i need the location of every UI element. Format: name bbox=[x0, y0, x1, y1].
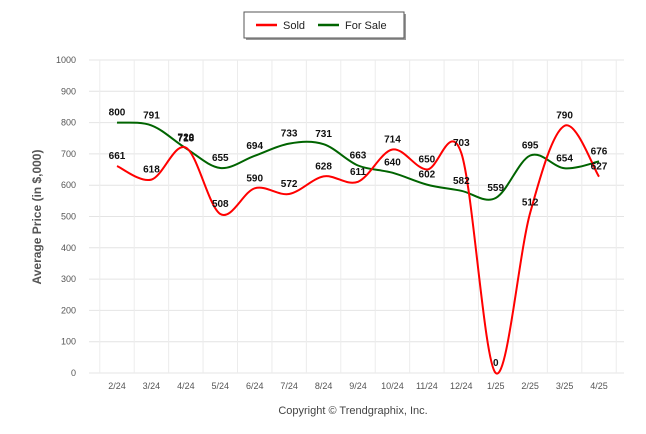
data-label-sold: 590 bbox=[246, 173, 263, 184]
x-tick-label: 11/24 bbox=[416, 381, 438, 391]
data-label-for-sale: 602 bbox=[419, 170, 436, 181]
y-tick-label: 0 bbox=[71, 368, 76, 378]
data-label-for-sale: 695 bbox=[522, 140, 539, 151]
data-label-for-sale: 800 bbox=[109, 108, 126, 119]
data-label-for-sale: 654 bbox=[556, 153, 573, 164]
series-line-for-sale bbox=[116, 121, 600, 201]
x-tick-label: 4/24 bbox=[177, 381, 195, 391]
data-label-sold: 611 bbox=[350, 167, 367, 178]
data-label-sold: 572 bbox=[281, 179, 298, 190]
y-tick-label: 400 bbox=[61, 243, 76, 253]
legend-sold-label: Sold bbox=[283, 20, 305, 32]
data-label-sold: 618 bbox=[143, 165, 160, 176]
data-label-for-sale: 676 bbox=[591, 146, 608, 157]
series-line-sold bbox=[116, 124, 600, 375]
data-labels: 661 618 720 508 590 572 628 611 714 650 703 0 512 790… bbox=[109, 108, 608, 369]
x-tick-label: 1/25 bbox=[487, 381, 505, 391]
data-label-for-sale: 731 bbox=[315, 129, 332, 140]
legend-for-sale-label: For Sale bbox=[345, 20, 387, 32]
x-tick-label: 12/24 bbox=[450, 381, 473, 391]
x-tick-label: 7/24 bbox=[280, 381, 298, 391]
data-label-for-sale: 640 bbox=[384, 158, 401, 169]
data-label-for-sale: 791 bbox=[143, 110, 160, 121]
copyright-footer: Copyright © Trendgraphix, Inc. bbox=[278, 405, 427, 417]
x-tick-label: 5/24 bbox=[212, 381, 230, 391]
data-label-sold: 650 bbox=[419, 155, 436, 166]
data-label-sold: 512 bbox=[522, 198, 539, 209]
y-tick-label: 900 bbox=[61, 86, 76, 96]
x-tick-label: 3/25 bbox=[556, 381, 574, 391]
grid-lines bbox=[89, 59, 624, 374]
y-axis-ticks: 0 100 200 300 400 500 600 700 800 900 1000 bbox=[56, 55, 76, 378]
data-label-sold: 628 bbox=[315, 161, 332, 172]
x-tick-label: 8/24 bbox=[315, 381, 333, 391]
y-axis-title: Average Price (in $,000) bbox=[30, 150, 44, 285]
y-tick-label: 800 bbox=[61, 118, 76, 128]
data-label-for-sale: 663 bbox=[350, 150, 367, 161]
data-label-sold: 627 bbox=[591, 162, 608, 173]
data-label-sold: 508 bbox=[212, 199, 229, 210]
x-tick-label: 2/25 bbox=[521, 381, 539, 391]
y-tick-label: 600 bbox=[61, 180, 76, 190]
data-label-sold: 661 bbox=[109, 151, 126, 162]
y-tick-label: 500 bbox=[61, 212, 76, 222]
legend[interactable]: Sold For Sale bbox=[243, 11, 406, 40]
data-label-sold: 790 bbox=[556, 111, 573, 122]
y-tick-label: 200 bbox=[61, 305, 76, 315]
data-label-sold: 0 bbox=[493, 358, 499, 369]
x-tick-label: 2/24 bbox=[108, 381, 126, 391]
x-tick-label: 3/24 bbox=[143, 381, 161, 391]
data-label-for-sale: 694 bbox=[246, 141, 263, 152]
x-tick-label: 4/25 bbox=[590, 381, 608, 391]
series-lines bbox=[116, 121, 600, 375]
y-tick-label: 300 bbox=[61, 274, 76, 284]
x-tick-label: 10/24 bbox=[381, 381, 404, 391]
data-label-for-sale: 559 bbox=[487, 183, 504, 194]
y-tick-label: 700 bbox=[61, 149, 76, 159]
data-label-for-sale: 718 bbox=[178, 133, 195, 144]
x-tick-label: 9/24 bbox=[349, 381, 367, 391]
y-tick-label: 1000 bbox=[56, 55, 76, 65]
y-tick-label: 100 bbox=[61, 337, 76, 347]
data-label-sold: 703 bbox=[453, 138, 470, 149]
data-label-for-sale: 582 bbox=[453, 176, 470, 187]
x-tick-label: 6/24 bbox=[246, 381, 264, 391]
data-label-sold: 720 bbox=[178, 133, 195, 144]
x-axis-ticks: 2/24 3/24 4/24 5/24 6/24 7/24 8/24 9/24 10/24 11/… bbox=[108, 381, 608, 391]
data-label-for-sale: 655 bbox=[212, 153, 229, 164]
data-label-sold: 714 bbox=[384, 135, 401, 146]
data-label-for-sale: 733 bbox=[281, 129, 298, 140]
